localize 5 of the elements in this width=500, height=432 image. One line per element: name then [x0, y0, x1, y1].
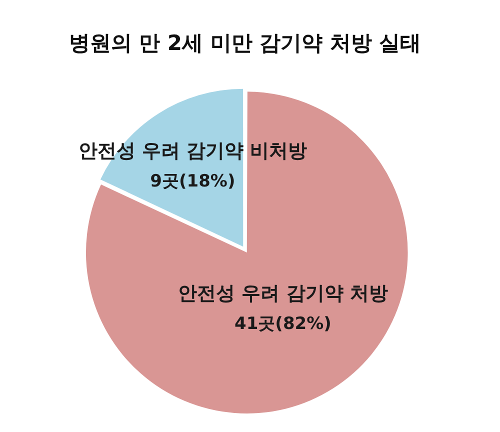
data-label: 9곳(18%) — [150, 172, 236, 192]
slice-label: 안전성 우려 감기약 처방 — [178, 282, 388, 304]
chart-title: 병원의 만 2세 미만 감기약 처방 실태 — [68, 31, 422, 56]
slice-label: 안전성 우려 감기약 비처방 — [78, 140, 308, 162]
data-label: 41곳(82%) — [234, 314, 332, 334]
